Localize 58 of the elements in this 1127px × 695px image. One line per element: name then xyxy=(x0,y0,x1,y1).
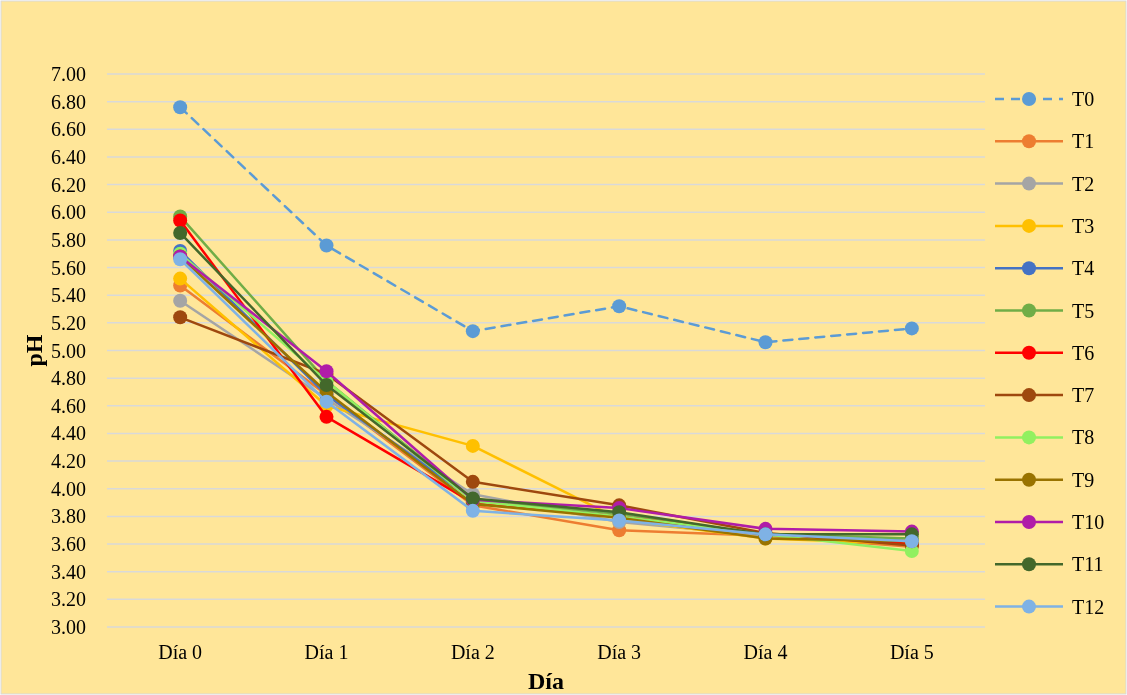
y-tick-label: 3.60 xyxy=(51,533,86,556)
point xyxy=(319,238,334,253)
legend-label: T5 xyxy=(1072,299,1095,322)
point xyxy=(465,438,480,453)
legend-label: T6 xyxy=(1072,341,1095,364)
x-tick-label: Día 2 xyxy=(450,641,495,663)
y-tick-label: 6.60 xyxy=(51,118,86,141)
legend-label: T0 xyxy=(1072,88,1095,110)
point xyxy=(465,324,480,339)
x-tick-label: Día 3 xyxy=(597,641,642,663)
y-tick-label: 3.80 xyxy=(51,505,86,528)
point xyxy=(173,213,188,228)
point xyxy=(319,378,334,393)
y-tick-label: 4.60 xyxy=(51,394,86,417)
point xyxy=(173,310,188,325)
y-tick-label: 5.00 xyxy=(51,339,86,362)
point xyxy=(465,503,480,518)
point xyxy=(758,335,773,350)
y-tick-label: 5.60 xyxy=(51,256,86,279)
point xyxy=(173,293,188,308)
legend-label: T11 xyxy=(1072,553,1104,576)
point xyxy=(173,225,188,240)
y-tick-label: 4.20 xyxy=(51,450,86,473)
point xyxy=(173,100,188,115)
y-tick-label: 7.00 xyxy=(51,63,86,85)
point xyxy=(465,474,480,489)
y-tick-label: 6.20 xyxy=(51,173,86,196)
y-tick-label: 6.40 xyxy=(51,145,86,168)
legend-label: T3 xyxy=(1072,214,1095,237)
y-axis-title: pH xyxy=(21,334,47,367)
point xyxy=(319,409,334,424)
legend-label: T10 xyxy=(1072,511,1105,533)
x-axis-title: Día xyxy=(528,668,564,694)
legend-label: T8 xyxy=(1072,426,1095,449)
point xyxy=(904,321,919,336)
legend-label: T4 xyxy=(1072,257,1095,280)
legend-label: T7 xyxy=(1072,384,1095,407)
point xyxy=(173,271,188,286)
legend-label: T2 xyxy=(1072,172,1095,195)
y-tick-label: 5.20 xyxy=(51,311,86,334)
y-tick-label: 4.40 xyxy=(51,422,86,445)
y-tick-label: 4.80 xyxy=(51,367,86,390)
legend-label: T9 xyxy=(1072,468,1095,491)
y-tick-label: 3.00 xyxy=(51,616,86,638)
x-tick-label: Día 0 xyxy=(158,641,203,663)
legend-label: T1 xyxy=(1072,130,1095,153)
x-tick-label: Día 5 xyxy=(889,641,934,663)
x-tick-label: Día 4 xyxy=(743,641,788,663)
x-tick-label: Día 1 xyxy=(304,641,349,663)
y-tick-label: 5.40 xyxy=(51,284,86,307)
y-tick-label: 6.00 xyxy=(51,201,86,224)
y-tick-label: 4.00 xyxy=(51,477,86,500)
y-tick-label: 6.80 xyxy=(51,90,86,113)
y-tick-label: 3.40 xyxy=(51,560,86,583)
legend-label: T12 xyxy=(1072,595,1105,618)
y-tick-label: 5.80 xyxy=(51,228,86,251)
y-tick-label: 3.20 xyxy=(51,588,86,611)
point xyxy=(612,299,627,314)
